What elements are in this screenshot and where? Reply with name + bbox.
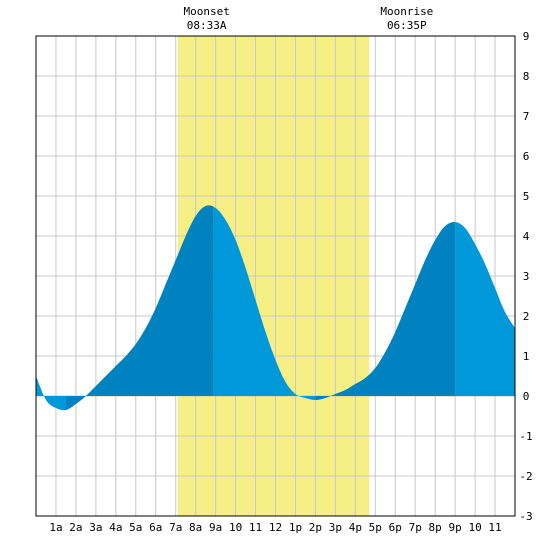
- x-tick-label: 10: [468, 521, 481, 534]
- x-tick-label: 4p: [349, 521, 362, 534]
- x-tick-label: 4a: [109, 521, 122, 534]
- x-tick-label: 3p: [329, 521, 342, 534]
- tide-area-rising: [315, 221, 456, 400]
- x-tick-label: 5p: [369, 521, 382, 534]
- tide-area-rising: [65, 205, 214, 411]
- moon-event-time: 06:35P: [387, 19, 427, 32]
- x-tick-label: 8p: [429, 521, 442, 534]
- y-tick-label: 7: [523, 110, 530, 123]
- moon-event-label: Moonset: [183, 5, 229, 18]
- y-tick-label: 6: [523, 150, 530, 163]
- x-tick-label: 7p: [409, 521, 422, 534]
- y-tick-label: -2: [519, 470, 532, 483]
- y-tick-label: -3: [519, 510, 532, 523]
- y-tick-label: 5: [523, 190, 530, 203]
- moon-event-time: 08:33A: [187, 19, 227, 32]
- x-tick-label: 5a: [129, 521, 142, 534]
- x-tick-label: 6a: [149, 521, 162, 534]
- x-tick-label: 11: [488, 521, 501, 534]
- moon-event-label: Moonrise: [380, 5, 433, 18]
- y-tick-label: 2: [523, 310, 530, 323]
- x-tick-label: 1p: [289, 521, 302, 534]
- x-tick-label: 12: [269, 521, 282, 534]
- x-tick-label: 3a: [89, 521, 102, 534]
- x-tick-labels: 1a 2a 3a 4a 5a 6a 7a 8a 9a 10 11 12 1p 2p 3p 4p 5p 6p 7p 8p…: [49, 521, 501, 534]
- y-tick-label: 1: [523, 350, 530, 363]
- plot-frame: [35, 35, 516, 517]
- tide-area-layer: [36, 205, 515, 411]
- y-tick-label: 3: [523, 270, 530, 283]
- x-tick-label: 6p: [389, 521, 402, 534]
- y-tick-label: -1: [519, 430, 532, 443]
- y-tick-label: 8: [523, 70, 530, 83]
- x-tick-label: 9p: [449, 521, 462, 534]
- x-tick-label: 11: [249, 521, 262, 534]
- y-tick-labels: -3 -2 -1 0 1 2 3 4 5 6 7 8 9: [519, 30, 532, 523]
- x-tick-label: 2p: [309, 521, 322, 534]
- y-tick-label: 0: [523, 390, 530, 403]
- x-tick-label: 7a: [169, 521, 182, 534]
- x-tick-label: 9a: [209, 521, 222, 534]
- x-tick-label: 1a: [49, 521, 62, 534]
- x-tick-label: 8a: [189, 521, 202, 534]
- y-tick-label: 9: [523, 30, 530, 43]
- y-tick-label: 4: [523, 230, 530, 243]
- tide-area-falling: [36, 376, 66, 411]
- tide-area-falling: [213, 206, 316, 400]
- tide-area-falling: [455, 221, 515, 396]
- x-tick-label: 2a: [69, 521, 82, 534]
- x-tick-label: 10: [229, 521, 242, 534]
